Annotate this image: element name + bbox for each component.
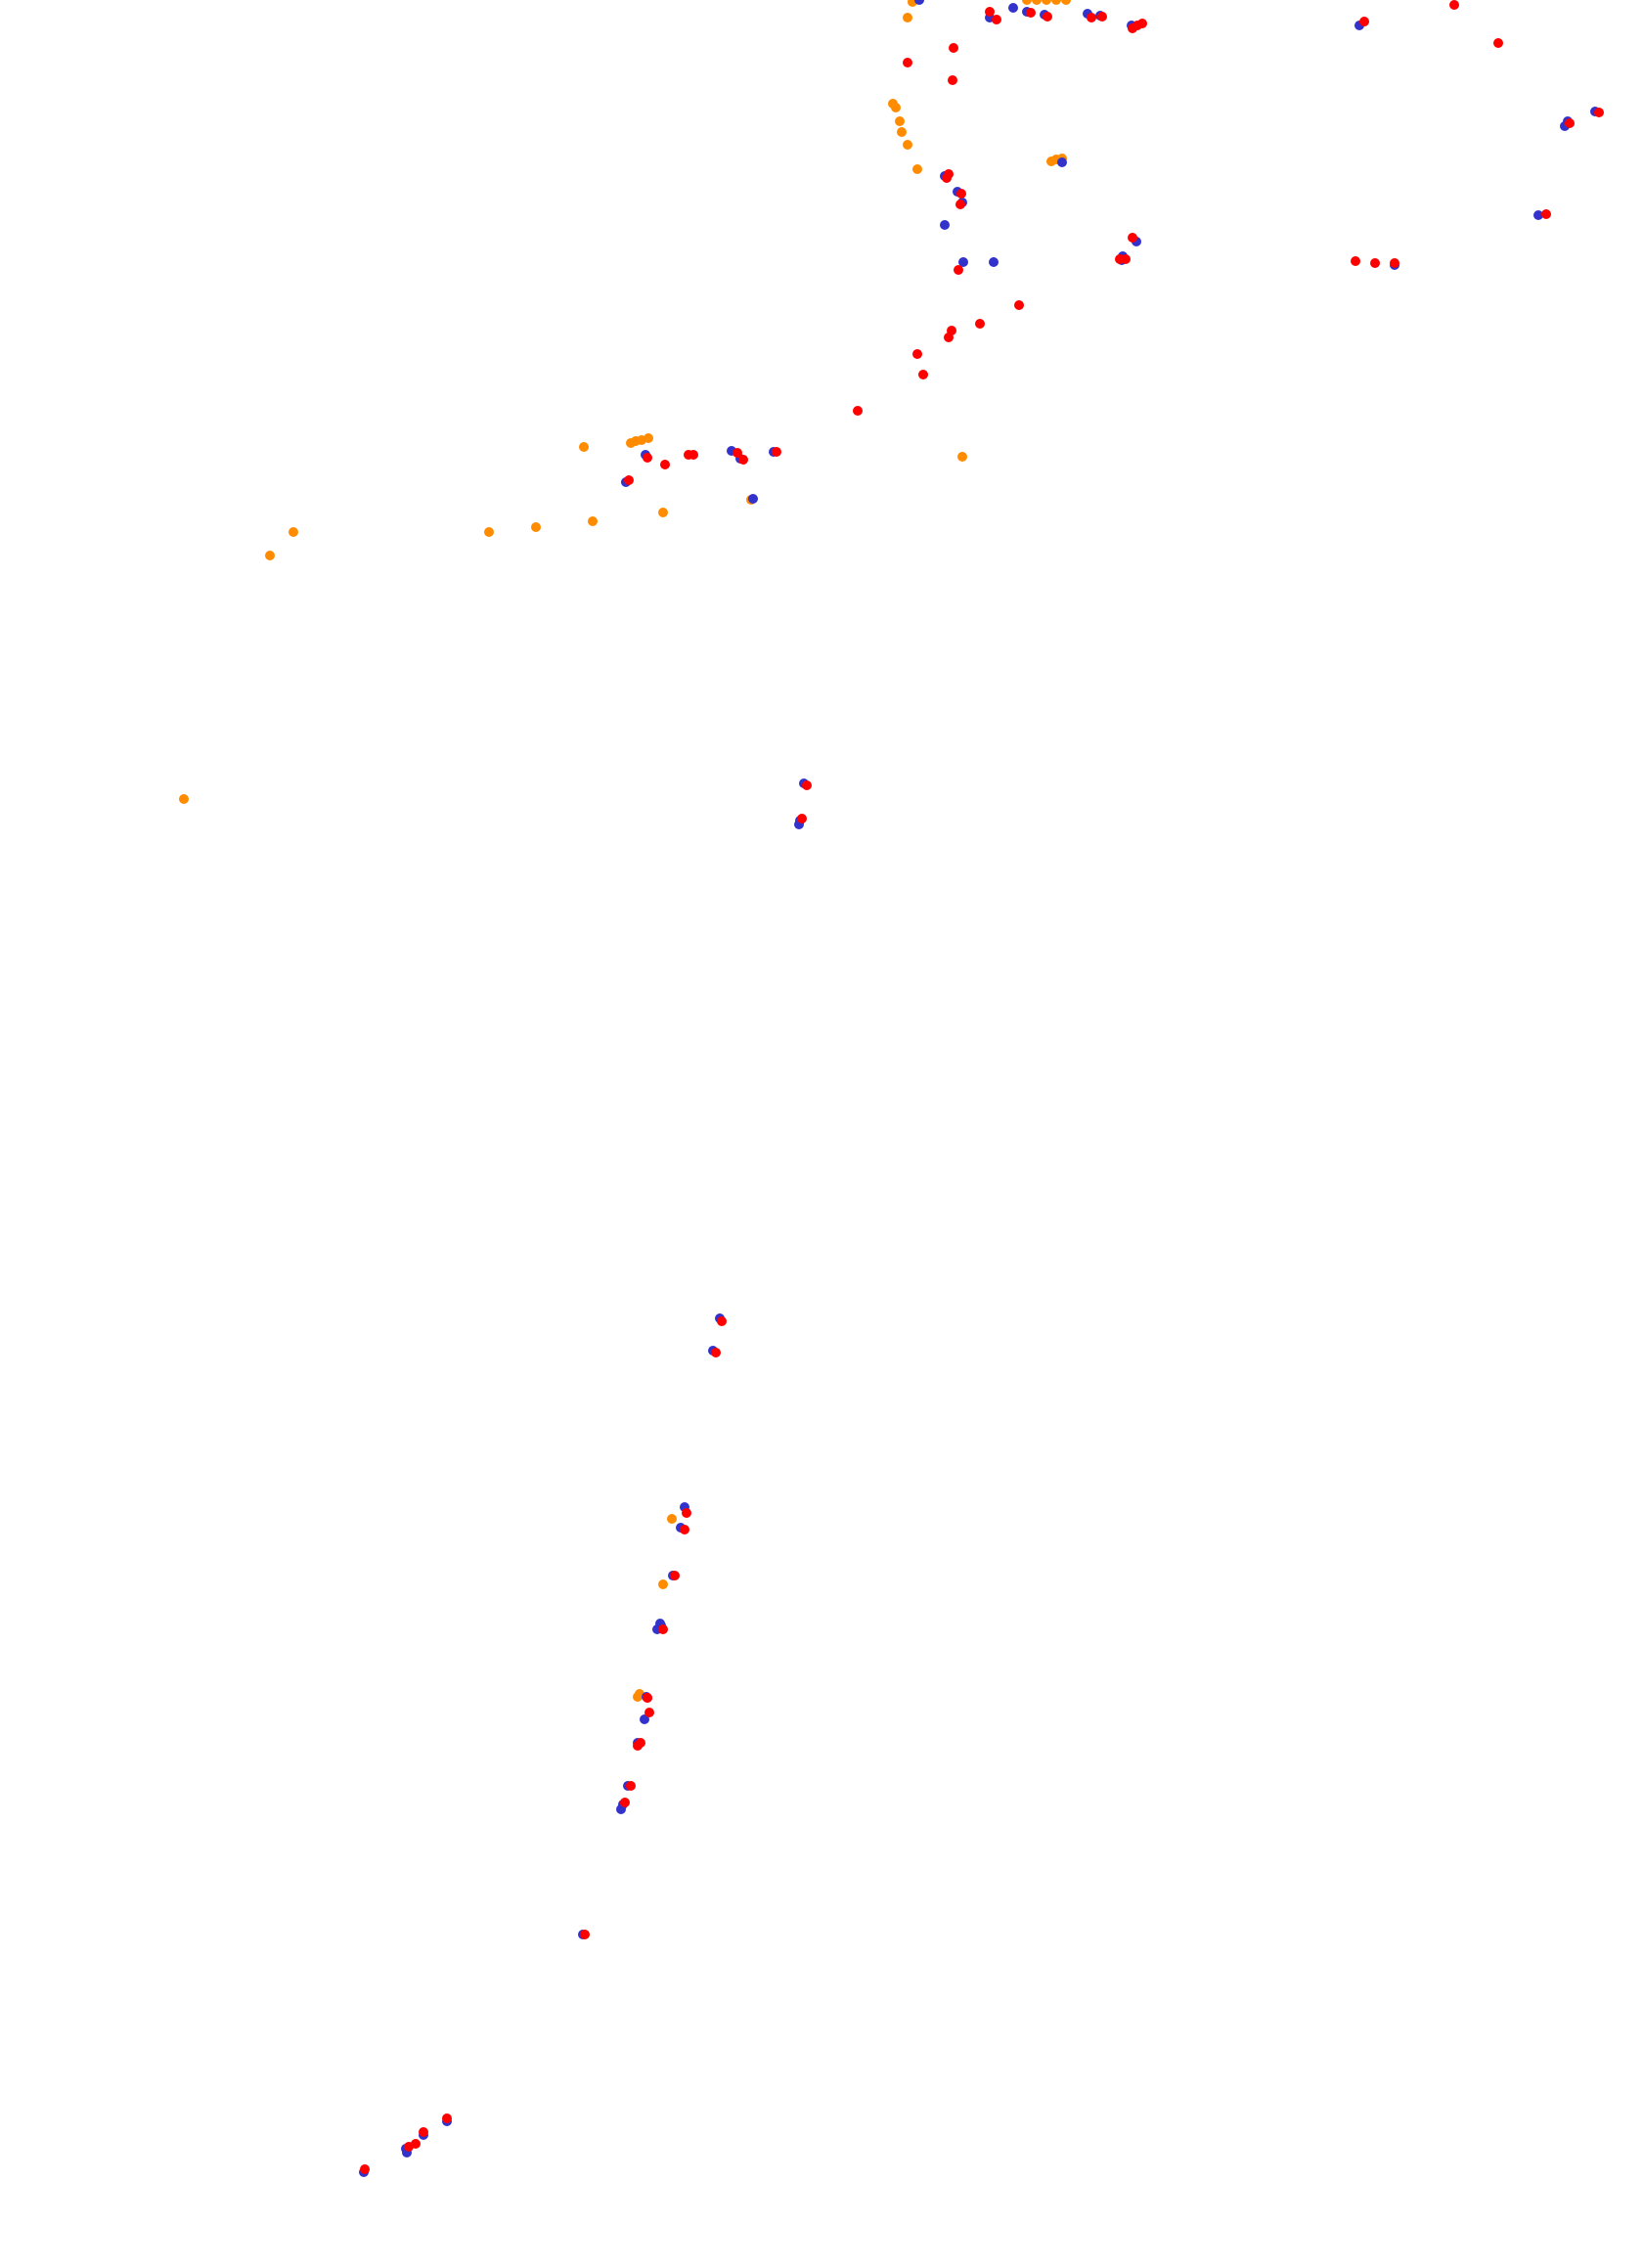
data-point-orange-23 bbox=[484, 527, 494, 537]
data-point-red-58 bbox=[620, 1798, 630, 1807]
data-point-blue-29 bbox=[1057, 157, 1067, 167]
data-point-red-36 bbox=[643, 453, 652, 463]
data-point-blue-2 bbox=[1008, 3, 1018, 13]
data-point-red-53 bbox=[643, 1693, 652, 1703]
data-point-red-42 bbox=[772, 447, 781, 457]
data-point-red-4 bbox=[1087, 13, 1096, 22]
data-point-orange-33 bbox=[633, 1692, 643, 1702]
data-point-red-10 bbox=[1449, 0, 1459, 10]
data-point-blue-0 bbox=[914, 0, 924, 5]
data-point-red-16 bbox=[956, 189, 966, 199]
data-point-red-5 bbox=[1097, 12, 1107, 22]
data-point-red-40 bbox=[733, 448, 742, 458]
data-point-red-51 bbox=[658, 1624, 668, 1634]
data-point-red-57 bbox=[626, 1781, 636, 1791]
data-point-red-46 bbox=[717, 1316, 727, 1326]
data-point-red-18 bbox=[942, 173, 952, 183]
series-orange bbox=[179, 0, 1071, 1702]
data-point-red-34 bbox=[1594, 108, 1604, 117]
data-point-orange-11 bbox=[903, 140, 912, 150]
data-point-red-24 bbox=[1014, 300, 1024, 310]
data-point-orange-16 bbox=[579, 442, 589, 452]
data-point-red-50 bbox=[670, 1571, 680, 1580]
data-point-red-30 bbox=[1351, 256, 1360, 266]
data-point-orange-29 bbox=[179, 794, 189, 804]
data-point-red-13 bbox=[949, 43, 958, 53]
data-point-red-14 bbox=[948, 75, 957, 85]
data-point-orange-24 bbox=[531, 522, 541, 532]
data-point-orange-12 bbox=[912, 164, 922, 174]
data-point-orange-21 bbox=[289, 527, 298, 537]
data-point-red-45 bbox=[797, 814, 807, 823]
data-point-red-31 bbox=[1370, 258, 1380, 268]
data-point-red-32 bbox=[1390, 258, 1399, 268]
data-point-red-21 bbox=[944, 333, 954, 342]
data-point-red-47 bbox=[711, 1348, 721, 1357]
data-point-orange-8 bbox=[891, 103, 901, 112]
data-point-red-39 bbox=[688, 450, 698, 460]
data-point-red-43 bbox=[624, 475, 634, 485]
data-point-blue-42 bbox=[640, 1714, 649, 1724]
series-red bbox=[360, 0, 1604, 2174]
data-point-red-1 bbox=[992, 15, 1001, 24]
data-point-orange-5 bbox=[1051, 0, 1061, 5]
data-point-red-9 bbox=[1359, 17, 1369, 26]
data-point-red-22 bbox=[912, 349, 922, 359]
data-point-orange-30 bbox=[667, 1514, 677, 1524]
data-point-orange-2 bbox=[1022, 0, 1032, 5]
data-point-blue-18 bbox=[958, 257, 968, 267]
data-point-red-59 bbox=[580, 1930, 590, 1939]
data-point-orange-31 bbox=[658, 1579, 668, 1589]
data-point-red-54 bbox=[644, 1708, 654, 1717]
data-point-red-41 bbox=[738, 455, 748, 465]
data-point-red-0 bbox=[985, 7, 995, 17]
data-point-red-37 bbox=[660, 460, 670, 469]
data-point-red-61 bbox=[419, 2127, 428, 2137]
data-point-blue-12 bbox=[1533, 210, 1543, 220]
data-point-red-28 bbox=[1121, 254, 1131, 264]
data-point-blue-27 bbox=[748, 494, 758, 504]
data-point-orange-20 bbox=[644, 433, 653, 443]
data-point-blue-17 bbox=[940, 220, 950, 230]
data-point-red-64 bbox=[360, 2164, 370, 2174]
data-point-red-3 bbox=[1043, 12, 1052, 22]
data-point-orange-26 bbox=[658, 508, 668, 517]
data-point-red-23 bbox=[918, 370, 928, 379]
data-point-orange-28 bbox=[957, 452, 967, 462]
data-point-orange-25 bbox=[588, 516, 598, 526]
data-point-red-49 bbox=[680, 1525, 689, 1534]
data-point-red-63 bbox=[404, 2142, 414, 2152]
data-point-orange-10 bbox=[897, 127, 907, 137]
data-point-red-19 bbox=[954, 265, 963, 275]
data-point-red-17 bbox=[955, 200, 965, 209]
data-point-red-44 bbox=[802, 780, 812, 790]
data-point-red-11 bbox=[1493, 38, 1503, 48]
data-point-red-8 bbox=[1137, 19, 1147, 28]
data-point-red-60 bbox=[442, 2113, 452, 2123]
data-point-orange-6 bbox=[1061, 0, 1071, 5]
data-point-red-29 bbox=[1128, 233, 1137, 243]
data-point-orange-4 bbox=[1042, 0, 1051, 5]
data-point-red-12 bbox=[903, 58, 912, 67]
data-point-red-26 bbox=[853, 406, 863, 416]
data-point-orange-0 bbox=[903, 13, 912, 22]
data-point-blue-19 bbox=[989, 257, 999, 267]
data-point-red-48 bbox=[682, 1508, 691, 1518]
data-point-red-56 bbox=[633, 1741, 643, 1751]
data-point-orange-22 bbox=[265, 551, 275, 560]
data-point-orange-3 bbox=[1032, 0, 1042, 5]
data-point-red-2 bbox=[1026, 8, 1036, 18]
data-point-red-25 bbox=[975, 319, 985, 329]
data-point-red-33 bbox=[1565, 118, 1575, 128]
data-point-red-35 bbox=[1541, 209, 1551, 219]
data-point-orange-9 bbox=[895, 116, 905, 126]
